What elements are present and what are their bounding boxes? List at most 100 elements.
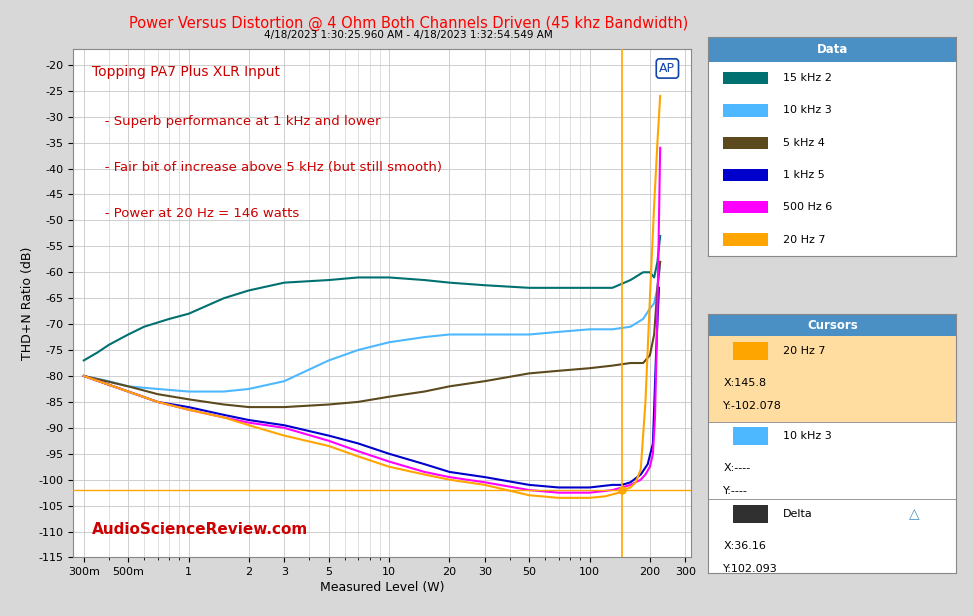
1 kHz 5: [606, 481, 618, 488]
10 kHz 3: [218, 388, 230, 395]
20 Hz 7: [617, 487, 629, 494]
Bar: [723, 233, 768, 246]
500 Hz 6: [123, 388, 134, 395]
Text: 500 Hz 6: 500 Hz 6: [782, 202, 832, 213]
500 Hz 6: [584, 489, 595, 496]
20 Hz 7: [383, 463, 395, 471]
5 kHz 4: [553, 367, 564, 375]
Text: Power Versus Distortion @ 4 Ohm Both Channels Driven (45 khz Bandwidth): Power Versus Distortion @ 4 Ohm Both Cha…: [129, 15, 688, 31]
Bar: [708, 336, 956, 366]
10 kHz 3: [584, 326, 595, 333]
20 Hz 7: [479, 481, 490, 488]
Line: 15 kHz 2: 15 kHz 2: [84, 236, 660, 360]
5 kHz 4: [123, 383, 134, 390]
Text: 10 kHz 3: 10 kHz 3: [782, 105, 832, 115]
Text: 20 Hz 7: 20 Hz 7: [782, 235, 825, 245]
500 Hz 6: [553, 489, 564, 496]
15 kHz 2: [123, 331, 134, 338]
20 Hz 7: [630, 479, 641, 486]
500 Hz 6: [523, 487, 535, 494]
Bar: [723, 72, 768, 84]
20 Hz 7: [648, 201, 660, 209]
500 Hz 6: [444, 474, 455, 481]
1 kHz 5: [523, 481, 535, 488]
Bar: [723, 137, 768, 148]
1 kHz 5: [647, 440, 659, 447]
1 kHz 5: [650, 346, 662, 354]
Y-axis label: THD+N Ratio (dB): THD+N Ratio (dB): [21, 246, 34, 360]
15 kHz 2: [103, 341, 115, 349]
500 Hz 6: [647, 450, 659, 458]
5 kHz 4: [523, 370, 535, 377]
500 Hz 6: [183, 406, 195, 413]
20 Hz 7: [625, 484, 636, 491]
20 Hz 7: [243, 421, 255, 429]
15 kHz 2: [163, 315, 175, 323]
10 kHz 3: [637, 315, 649, 323]
Text: 1 kHz 5: 1 kHz 5: [782, 170, 824, 180]
500 Hz 6: [644, 463, 656, 471]
1 kHz 5: [152, 398, 163, 405]
20 Hz 7: [123, 388, 134, 395]
Line: 5 kHz 4: 5 kHz 4: [84, 262, 660, 407]
15 kHz 2: [637, 269, 649, 276]
15 kHz 2: [218, 294, 230, 302]
15 kHz 2: [418, 277, 430, 284]
10 kHz 3: [78, 372, 90, 379]
10 kHz 3: [278, 378, 290, 385]
Text: Y:102.093: Y:102.093: [723, 564, 778, 574]
1 kHz 5: [625, 479, 636, 486]
5 kHz 4: [78, 372, 90, 379]
10 kHz 3: [383, 339, 395, 346]
10 kHz 3: [648, 300, 660, 307]
5 kHz 4: [648, 331, 660, 338]
15 kHz 2: [323, 277, 335, 284]
5 kHz 4: [644, 352, 656, 359]
Text: Topping PA7 Plus XLR Input: Topping PA7 Plus XLR Input: [91, 65, 279, 78]
15 kHz 2: [383, 274, 395, 281]
20 Hz 7: [613, 489, 625, 496]
Text: 5 kHz 4: 5 kHz 4: [782, 138, 825, 148]
1 kHz 5: [635, 471, 647, 478]
20 Hz 7: [352, 453, 364, 460]
500 Hz 6: [639, 471, 651, 478]
20 Hz 7: [584, 494, 595, 501]
Text: AudioScienceReview.com: AudioScienceReview.com: [91, 522, 307, 537]
500 Hz 6: [78, 372, 90, 379]
20 Hz 7: [78, 372, 90, 379]
1 kHz 5: [642, 460, 654, 468]
5 kHz 4: [323, 401, 335, 408]
1 kHz 5: [479, 474, 490, 481]
5 kHz 4: [652, 284, 664, 291]
1 kHz 5: [653, 284, 665, 291]
15 kHz 2: [78, 357, 90, 364]
Bar: [723, 201, 768, 213]
15 kHz 2: [243, 286, 255, 294]
10 kHz 3: [553, 328, 564, 336]
Text: - Fair bit of increase above 5 kHz (but still smooth): - Fair bit of increase above 5 kHz (but …: [91, 161, 442, 174]
Text: Y:-102.078: Y:-102.078: [723, 401, 782, 411]
5 kHz 4: [418, 388, 430, 395]
1 kHz 5: [183, 403, 195, 411]
1 kHz 5: [123, 388, 134, 395]
Text: △: △: [909, 507, 919, 521]
10 kHz 3: [625, 323, 636, 330]
10 kHz 3: [523, 331, 535, 338]
Line: 500 Hz 6: 500 Hz 6: [84, 148, 660, 493]
Text: Delta: Delta: [782, 509, 812, 519]
10 kHz 3: [152, 385, 163, 392]
1 kHz 5: [444, 468, 455, 476]
500 Hz 6: [152, 398, 163, 405]
10 kHz 3: [183, 388, 195, 395]
5 kHz 4: [625, 359, 636, 367]
500 Hz 6: [278, 424, 290, 432]
Text: AP: AP: [660, 62, 675, 75]
20 Hz 7: [278, 432, 290, 439]
5 kHz 4: [183, 395, 195, 403]
15 kHz 2: [479, 282, 490, 289]
1 kHz 5: [243, 416, 255, 424]
Bar: [734, 428, 768, 445]
20 Hz 7: [599, 493, 611, 500]
500 Hz 6: [652, 310, 664, 317]
20 Hz 7: [152, 398, 163, 405]
